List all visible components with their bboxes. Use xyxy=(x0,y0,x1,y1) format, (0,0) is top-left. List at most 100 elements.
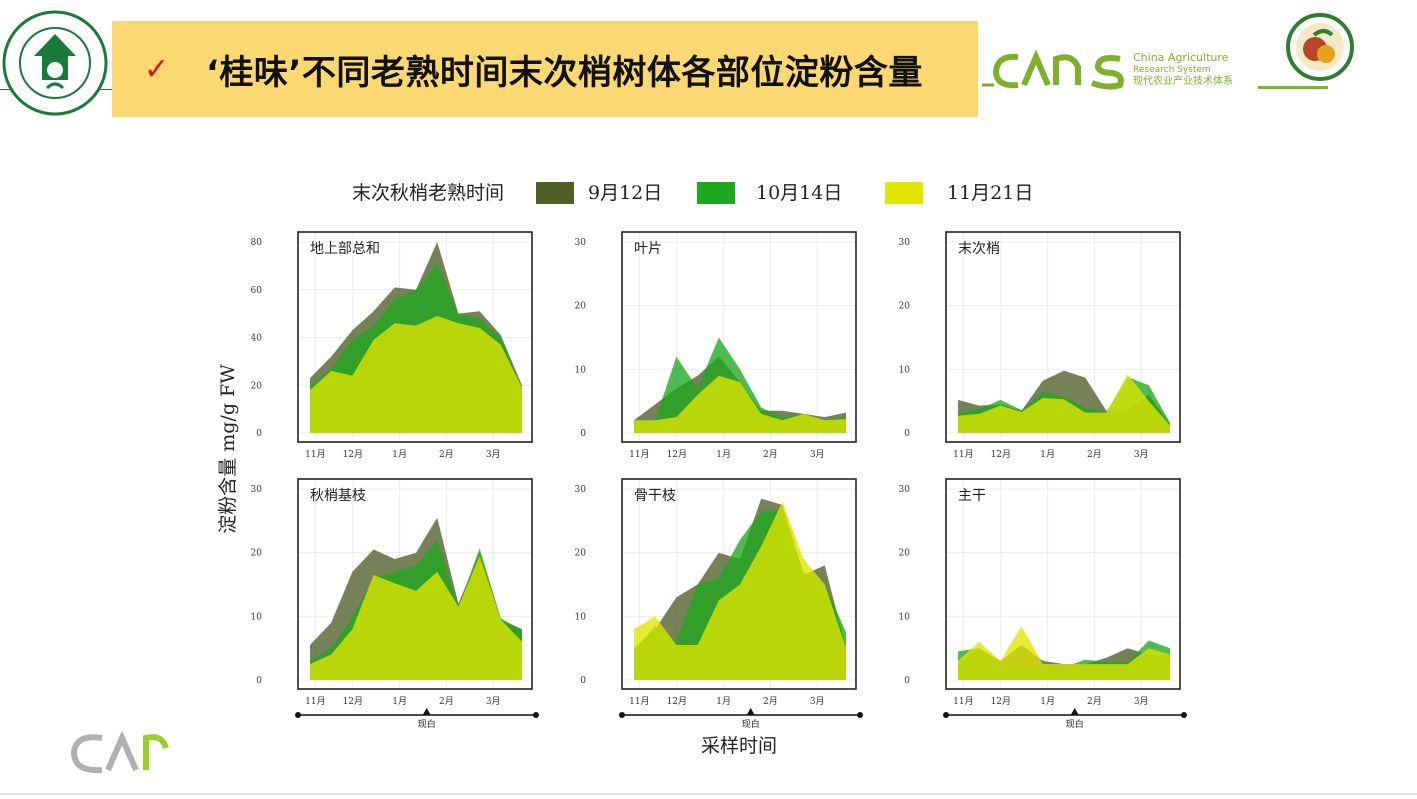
check-icon: ✓ xyxy=(144,51,170,87)
y-tick-label: 20 xyxy=(575,549,587,559)
x-tick-label: 3月 xyxy=(1134,449,1149,460)
marker-axis-end xyxy=(619,712,625,718)
x-tick-label: 11月 xyxy=(629,696,649,707)
area-series xyxy=(310,555,522,680)
x-tick-label: 11月 xyxy=(953,696,973,707)
y-tick-label: 0 xyxy=(580,429,586,439)
x-tick-label: 1月 xyxy=(1040,449,1055,460)
y-tick-label: 20 xyxy=(575,302,587,312)
panel-title: 叶片 xyxy=(634,241,662,257)
panel-frame xyxy=(297,478,533,690)
y-tick-label: 80 xyxy=(251,238,263,248)
y-tick-label: 0 xyxy=(580,676,586,686)
y-tick-label: 10 xyxy=(575,612,587,622)
y-tick-label: 10 xyxy=(899,365,911,375)
x-tick-label: 2月 xyxy=(439,449,454,460)
panel-frame xyxy=(945,478,1181,690)
marker-axis-end xyxy=(295,712,301,718)
legend-swatch xyxy=(697,182,735,204)
panel-title: 秋梢基枝 xyxy=(310,487,366,504)
x-tick-label: 1月 xyxy=(392,449,407,460)
y-tick-label: 30 xyxy=(899,485,911,495)
slide-title: ‘桂味’不同老熟时间末次梢树体各部位淀粉含量 xyxy=(206,52,923,93)
x-tick-label: 1月 xyxy=(716,449,731,460)
y-tick-label: 30 xyxy=(251,485,263,495)
area-series xyxy=(634,501,846,680)
flush-marker-label: 现白 xyxy=(418,718,436,730)
panel-frame xyxy=(621,478,857,690)
flush-marker xyxy=(422,708,431,715)
cars-logo-icon xyxy=(982,49,1124,90)
x-tick-label: 2月 xyxy=(1087,449,1102,460)
legend-swatch xyxy=(885,182,923,204)
y-tick-label: 0 xyxy=(904,676,910,686)
flush-marker xyxy=(1070,708,1079,715)
cars-english-line1: China Agriculture xyxy=(1133,51,1229,64)
panel: 末次梢 0 10 20 30 11月 12月 1月 2月 3月 xyxy=(899,231,1181,460)
y-tick-label: 30 xyxy=(899,238,911,248)
y-tick-label: 0 xyxy=(256,676,262,686)
panel-title: 末次梢 xyxy=(958,241,1000,257)
panel-title: 主干 xyxy=(958,488,986,504)
marker-axis-end xyxy=(943,712,949,718)
x-tick-label: 3月 xyxy=(486,696,501,707)
cars-english-line2: Research System xyxy=(1133,65,1211,75)
x-axis-title: 采样时间 xyxy=(701,735,777,757)
x-tick-label: 2月 xyxy=(439,696,454,707)
x-tick-label: 1月 xyxy=(392,696,407,707)
y-tick-label: 20 xyxy=(899,302,911,312)
panel: 地上部总和 0 20 40 60 80 11月 12月 1月 2月 3月 xyxy=(251,231,533,460)
flush-marker-label: 现白 xyxy=(742,718,760,730)
cars-text-block: China Agriculture Research System 现代农业产业… xyxy=(1133,52,1233,88)
x-tick-label: 12月 xyxy=(991,696,1011,707)
y-tick-label: 20 xyxy=(899,549,911,559)
legend-swatch xyxy=(536,182,574,204)
x-tick-label: 3月 xyxy=(1134,696,1149,707)
x-tick-label: 3月 xyxy=(486,449,501,460)
flush-marker-label: 现白 xyxy=(1066,718,1084,730)
y-axis-title: 淀粉含量 mg/g FW xyxy=(217,364,239,534)
chart-axis-titles: 淀粉含量 mg/g FW 采样时间 xyxy=(217,364,777,757)
cars-chinese-name: 现代农业产业技术体系 xyxy=(1133,76,1233,87)
area-series xyxy=(310,316,522,433)
marker-axis-end xyxy=(857,712,863,718)
y-tick-label: 30 xyxy=(575,485,587,495)
university-seal-logo xyxy=(2,10,108,116)
panel: 叶片 0 10 20 30 11月 12月 1月 2月 3月 xyxy=(575,231,857,460)
legend-label: 11月21日 xyxy=(947,182,1033,204)
x-tick-label: 2月 xyxy=(763,696,778,707)
x-tick-label: 11月 xyxy=(953,449,973,460)
y-tick-label: 60 xyxy=(251,286,263,296)
litchi-longan-system-logo xyxy=(1286,13,1354,81)
area-series xyxy=(958,374,1170,433)
marker-axis-end xyxy=(1181,712,1187,718)
panel-title: 地上部总和 xyxy=(310,241,380,257)
x-tick-label: 2月 xyxy=(763,449,778,460)
legend-title: 末次秋梢老熟时间 xyxy=(352,182,504,204)
legend-label: 9月12日 xyxy=(588,182,662,204)
y-tick-label: 30 xyxy=(575,238,587,248)
panel-frame xyxy=(945,231,1181,443)
y-tick-label: 40 xyxy=(251,334,263,344)
legend-label: 10月14日 xyxy=(756,182,842,204)
x-tick-label: 3月 xyxy=(810,449,825,460)
panel-frame xyxy=(621,231,857,443)
x-tick-label: 12月 xyxy=(667,449,687,460)
panel-frame xyxy=(297,231,533,443)
chart-legend: 末次秋梢老熟时间 9月12日 10月14日 11月21日 xyxy=(352,182,1033,204)
x-tick-label: 11月 xyxy=(629,449,649,460)
x-tick-label: 12月 xyxy=(343,449,363,460)
cars-watermark-logo xyxy=(70,730,169,774)
flush-marker xyxy=(746,708,755,715)
marker-axis-end xyxy=(533,712,539,718)
y-tick-label: 10 xyxy=(575,365,587,375)
x-tick-label: 12月 xyxy=(667,696,687,707)
title-banner: ✓ ‘桂味’不同老熟时间末次梢树体各部位淀粉含量 xyxy=(112,21,978,117)
area-series xyxy=(958,625,1170,680)
y-tick-label: 20 xyxy=(251,549,263,559)
panel-title: 骨干枝 xyxy=(634,488,676,504)
x-tick-label: 11月 xyxy=(305,449,325,460)
